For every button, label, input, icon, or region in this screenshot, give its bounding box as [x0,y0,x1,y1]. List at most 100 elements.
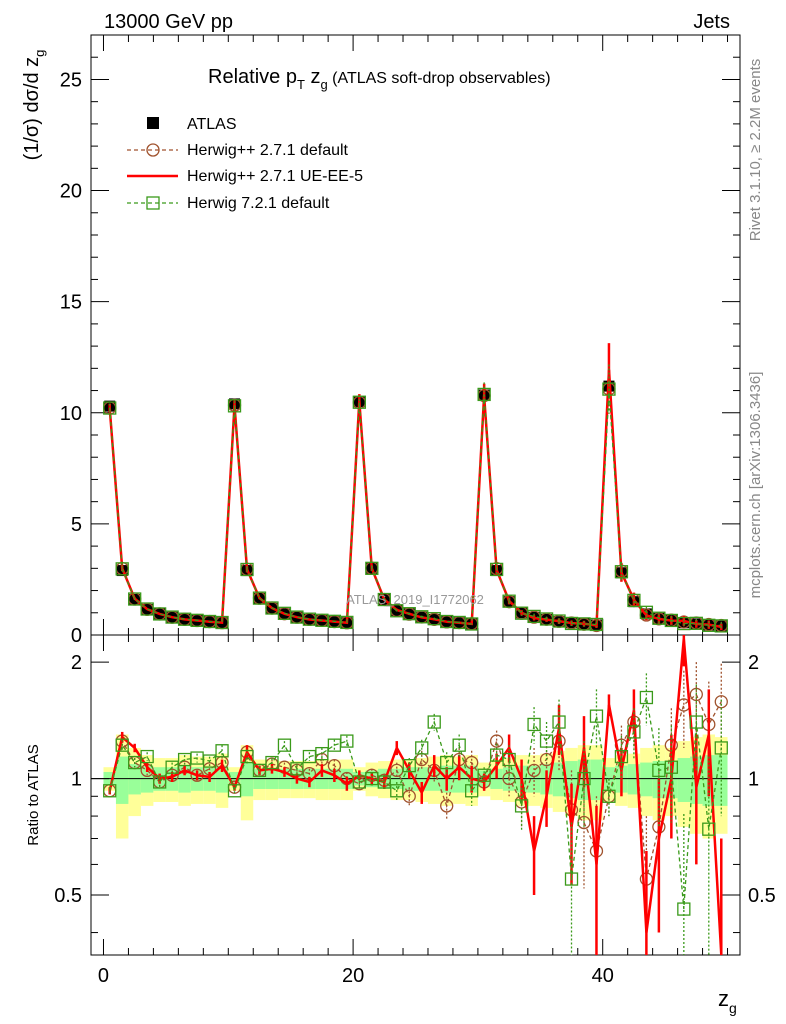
y-tick-label-bottom-right: 0.5 [748,885,776,907]
point-herwig7 [477,768,491,782]
series-line-herwig7-top [109,389,722,627]
point-herwig7 [227,399,242,413]
y-tick-label-top: 5 [71,514,82,536]
point-herwig7 [564,872,579,886]
point-herwig-def [689,687,703,702]
point-herwig7 [714,619,728,633]
plot-title: Relative pT zg (ATLAS soft-drop observab… [208,66,551,92]
point-herwig7 [552,715,566,729]
point-herwig7 [639,690,654,705]
legend-herwig-ue-label: Herwig++ 2.7.1 UE-EE-5 [187,168,363,185]
point-herwig7 [702,822,716,836]
bottom-series-layer [103,635,728,956]
point-herwig7 [514,799,529,813]
legend-herwig7-marker [146,196,160,210]
point-herwig7 [539,734,554,748]
band-green [240,762,254,797]
legend-atlas-label: ATLAS [187,116,237,133]
y-tick-label-top: 0 [71,625,82,647]
watermark: ATLAS_2019_I1772062 [346,592,484,607]
point-herwig7 [365,561,379,575]
point-herwig7 [714,741,728,755]
point-herwig7 [252,763,267,778]
legend-herwig-def-label: Herwig++ 2.7.1 default [187,142,349,159]
point-herwig7 [377,592,391,607]
point-herwig7 [290,762,304,776]
point-herwig7 [502,752,516,767]
point-herwig7 [227,784,242,798]
series-line-herwig-ue-top [108,369,722,629]
point-herwig7 [465,617,479,631]
legend-herwig-def-marker [146,143,160,157]
point-herwig7 [165,760,179,774]
point-herwig7 [415,741,429,755]
series-line-herwig-def-bottom [109,693,722,880]
band-green [590,759,603,801]
point-herwig7 [577,771,591,786]
y-tick-label-top: 10 [60,403,82,425]
point-herwig7 [427,715,441,729]
point-herwig7 [115,738,129,752]
x-tick-label: 0 [98,965,109,987]
legend: ATLAS Herwig++ 2.7.1 default Herwig++ 2.… [127,116,363,212]
point-herwig7 [352,395,366,409]
legend-atlas-marker [147,117,159,129]
point-herwig-def [489,734,504,748]
y-tick-label-bottom-right: 2 [748,652,759,674]
y-axis-label-top: (1/σ) dσ/d zg [21,50,47,161]
point-herwig7 [664,760,679,774]
legend-herwig7-label: Herwig 7.2.1 default [187,195,330,212]
point-herwig7 [614,565,629,579]
point-herwig7 [465,784,479,798]
band-green [140,765,154,793]
point-herwig7 [527,717,541,732]
point-herwig7 [402,758,416,773]
point-herwig7 [614,749,629,764]
series-line-herwig-ue-bottom [108,638,723,956]
point-herwig7 [202,754,217,768]
point-herwig7 [602,382,616,396]
point-herwig-def [527,763,541,778]
point-herwig7 [152,775,167,789]
top-series-layer [103,343,728,633]
axis-tick-labels: 0 20 40 0 5 10 15 20 25 0.5 0.5 1 1 2 2 [54,69,776,987]
header-left: 13000 GeV pp [104,11,233,33]
rivet-label: Rivet 3.1.10, ≥ 2.2M events [747,59,764,242]
point-herwig7 [452,738,466,752]
point-herwig7 [277,738,292,752]
point-herwig7 [215,744,229,758]
band-green [640,762,653,797]
point-herwig7 [103,401,117,415]
point-herwig7 [140,749,154,764]
point-herwig7 [340,615,354,630]
x-axis-label: zg [718,986,737,1016]
y-tick-label-top: 20 [60,181,82,203]
band-green [527,765,541,793]
y-tick-label-bottom: 0.5 [54,885,82,907]
point-herwig7 [477,387,491,402]
point-herwig7 [589,709,604,723]
point-herwig7 [502,594,516,608]
mcplots-label: mcplots.cern.ch [arXiv:1306.3436] [747,372,764,599]
y-axis-label-bottom: Ratio to ATLAS [25,744,42,845]
band-green [552,762,566,797]
band-green [115,756,129,804]
series-line-herwig7-bottom [109,694,722,910]
point-herwig7 [627,725,641,739]
point-herwig-def [440,799,454,813]
point-herwig7 [390,784,404,798]
point-herwig-def [502,771,516,786]
point-herwig7 [240,749,254,764]
point-herwig7 [252,591,267,605]
header-right: Jets [693,11,730,33]
point-herwig7 [240,562,254,577]
y-tick-label-bottom: 1 [71,769,82,791]
y-tick-label-top: 15 [60,292,82,314]
point-herwig7 [677,902,691,916]
x-tick-label: 40 [592,965,614,987]
point-herwig7 [340,734,354,748]
x-tick-label: 20 [342,965,364,987]
band-green [128,764,141,795]
y-tick-label-top: 25 [60,69,82,91]
